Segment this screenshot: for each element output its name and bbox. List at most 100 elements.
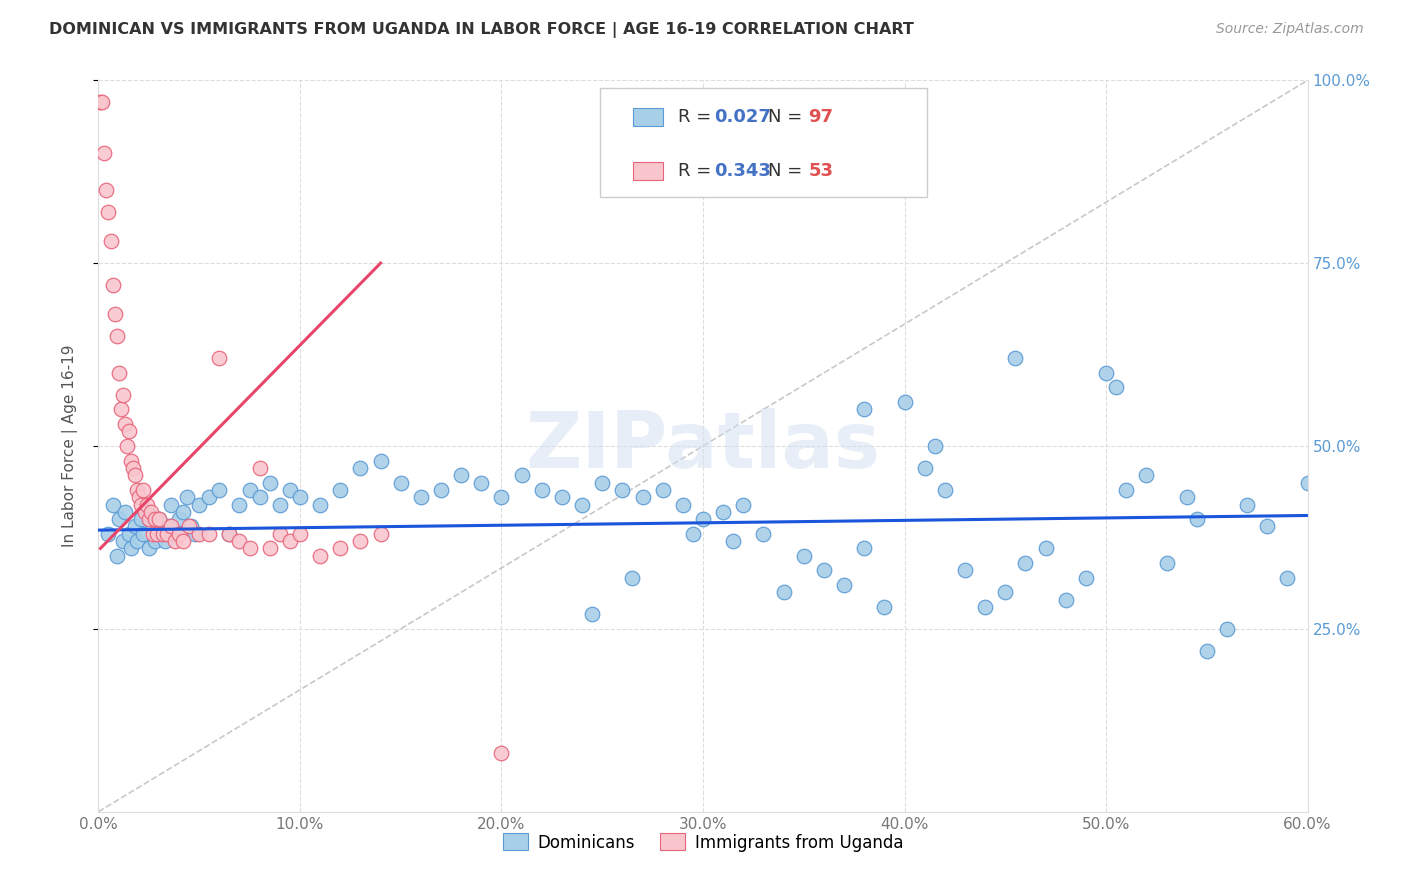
Point	[163, 534, 186, 549]
Point	[651, 483, 673, 497]
Point	[184, 526, 207, 541]
Point	[1195, 644, 1218, 658]
Point	[148, 512, 170, 526]
Point	[571, 498, 593, 512]
Point	[218, 526, 240, 541]
Point	[309, 498, 332, 512]
Point	[120, 541, 142, 556]
Point	[167, 526, 190, 541]
Point	[873, 599, 896, 614]
Point	[1105, 380, 1128, 394]
Point	[349, 461, 371, 475]
Point	[1256, 519, 1278, 533]
Point	[1074, 571, 1097, 585]
Point	[188, 526, 211, 541]
Point	[450, 468, 472, 483]
Point	[97, 526, 120, 541]
Point	[120, 453, 142, 467]
Point	[132, 483, 155, 497]
Point	[853, 541, 876, 556]
Legend: Dominicans, Immigrants from Uganda: Dominicans, Immigrants from Uganda	[496, 827, 910, 858]
Point	[591, 475, 613, 490]
Point	[124, 468, 146, 483]
Point	[924, 439, 946, 453]
Point	[551, 490, 574, 504]
Point	[249, 461, 271, 475]
Point	[1185, 512, 1208, 526]
Point	[1054, 592, 1077, 607]
Point	[153, 534, 176, 549]
Text: 0.027: 0.027	[714, 108, 770, 126]
Point	[208, 483, 231, 497]
Point	[132, 526, 155, 541]
Point	[1156, 556, 1178, 570]
Point	[135, 498, 157, 512]
Point	[152, 526, 174, 541]
Point	[142, 526, 165, 541]
Point	[124, 519, 146, 533]
Point	[752, 526, 775, 541]
Point	[329, 483, 352, 497]
Point	[129, 512, 152, 526]
Point	[1115, 483, 1137, 497]
Point	[118, 425, 141, 439]
Point	[172, 505, 194, 519]
Point	[160, 498, 183, 512]
Text: R =: R =	[678, 108, 717, 126]
Point	[198, 526, 221, 541]
Point	[832, 578, 855, 592]
Point	[793, 549, 815, 563]
Point	[682, 526, 704, 541]
Point	[149, 526, 172, 541]
Point	[188, 498, 211, 512]
Point	[430, 483, 453, 497]
Point	[278, 483, 301, 497]
Text: N =: N =	[768, 162, 808, 180]
Point	[631, 490, 654, 504]
Point	[278, 534, 301, 549]
Point	[128, 490, 150, 504]
Text: Source: ZipAtlas.com: Source: ZipAtlas.com	[1216, 22, 1364, 37]
Point	[239, 483, 262, 497]
Bar	[633, 162, 664, 180]
Point	[1296, 475, 1319, 490]
Point	[269, 526, 291, 541]
Point	[148, 512, 170, 526]
Point	[711, 505, 734, 519]
Point	[115, 439, 138, 453]
Text: DOMINICAN VS IMMIGRANTS FROM UGANDA IN LABOR FORCE | AGE 16-19 CORRELATION CHART: DOMINICAN VS IMMIGRANTS FROM UGANDA IN L…	[49, 22, 914, 38]
Point	[1236, 498, 1258, 512]
Point	[370, 453, 392, 467]
Point	[491, 490, 513, 504]
Point	[723, 534, 745, 549]
Text: R =: R =	[678, 162, 717, 180]
Point	[349, 534, 371, 549]
Bar	[633, 108, 664, 127]
Point	[176, 490, 198, 504]
Point	[105, 549, 128, 563]
Point	[470, 475, 492, 490]
Text: ZIPatlas: ZIPatlas	[526, 408, 880, 484]
Point	[180, 519, 202, 533]
Point	[138, 541, 160, 556]
Point	[143, 534, 166, 549]
Point	[121, 461, 143, 475]
Point	[157, 519, 180, 533]
Point	[228, 498, 250, 512]
Point	[118, 526, 141, 541]
Point	[93, 146, 115, 161]
Point	[1004, 351, 1026, 366]
Point	[103, 307, 125, 321]
Point	[329, 541, 352, 556]
Point	[107, 366, 129, 380]
Point	[107, 512, 129, 526]
Point	[142, 519, 165, 533]
Point	[143, 512, 166, 526]
Y-axis label: In Labor Force | Age 16-19: In Labor Force | Age 16-19	[62, 344, 77, 548]
Point	[160, 519, 183, 533]
Point	[288, 526, 311, 541]
Point	[1014, 556, 1036, 570]
Point	[974, 599, 997, 614]
Point	[409, 490, 432, 504]
Point	[125, 534, 148, 549]
